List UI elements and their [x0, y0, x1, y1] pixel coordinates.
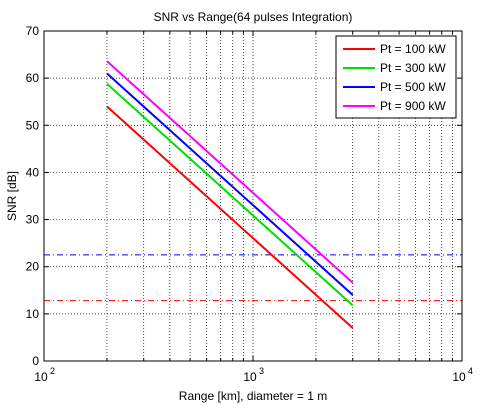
x-tick-label: 10 2: [34, 366, 55, 384]
series-line: [106, 105, 354, 329]
x-tick-base: 10: [243, 370, 257, 384]
y-tick-label: 0: [32, 354, 39, 368]
legend: Pt = 100 kW Pt = 300 kW Pt = 500 kW Pt = 90…: [335, 35, 457, 119]
y-tick-label: 20: [26, 260, 40, 274]
x-tick-exponent: 3: [259, 366, 264, 376]
x-tick-exponent: 2: [50, 366, 55, 376]
y-tick-label: 30: [26, 213, 40, 227]
y-tick-label: 10: [26, 307, 40, 321]
legend-label: Pt = 500 kW: [380, 80, 446, 94]
x-tick-base: 10: [452, 370, 466, 384]
series-line: [106, 72, 354, 296]
x-tick-label: 10 4: [452, 366, 473, 384]
x-tick-exponent: 4: [468, 366, 473, 376]
legend-label: Pt = 900 kW: [380, 99, 446, 113]
x-tick-label: 10 3: [243, 366, 264, 384]
series-lines: [106, 60, 354, 329]
y-tick-label: 40: [26, 165, 40, 179]
y-tick-label: 60: [26, 71, 40, 85]
legend-label: Pt = 100 kW: [380, 42, 446, 56]
chart-title: SNR vs Range(64 pulses Integration): [154, 10, 353, 24]
x-axis-label: Range [km], diameter = 1 m: [179, 389, 327, 403]
legend-label: Pt = 300 kW: [380, 61, 446, 75]
y-tick-label: 50: [26, 118, 40, 132]
y-axis-label: SNR [dB]: [5, 171, 19, 221]
y-tick-label: 70: [26, 24, 40, 38]
series-line: [106, 60, 354, 284]
reference-lines: [44, 254, 462, 302]
series-line: [106, 83, 354, 307]
x-tick-base: 10: [34, 370, 48, 384]
